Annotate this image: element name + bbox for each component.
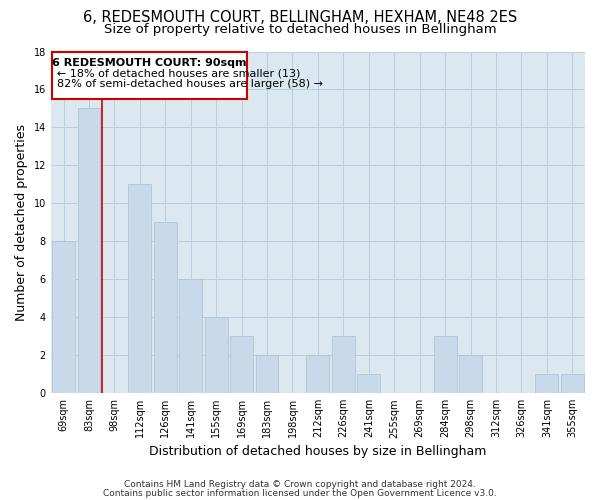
- FancyBboxPatch shape: [52, 52, 247, 99]
- Text: Size of property relative to detached houses in Bellingham: Size of property relative to detached ho…: [104, 22, 496, 36]
- Bar: [358, 374, 380, 393]
- Bar: [77, 108, 100, 393]
- Text: ← 18% of detached houses are smaller (13): ← 18% of detached houses are smaller (13…: [57, 68, 301, 78]
- Text: 6, REDESMOUTH COURT, BELLINGHAM, HEXHAM, NE48 2ES: 6, REDESMOUTH COURT, BELLINGHAM, HEXHAM,…: [83, 10, 517, 25]
- Text: Contains HM Land Registry data © Crown copyright and database right 2024.: Contains HM Land Registry data © Crown c…: [124, 480, 476, 489]
- Bar: [332, 336, 355, 393]
- Bar: [230, 336, 253, 393]
- Bar: [434, 336, 457, 393]
- Bar: [535, 374, 558, 393]
- X-axis label: Distribution of detached houses by size in Bellingham: Distribution of detached houses by size …: [149, 444, 487, 458]
- Text: 82% of semi-detached houses are larger (58) →: 82% of semi-detached houses are larger (…: [57, 79, 323, 89]
- Bar: [179, 280, 202, 393]
- Bar: [52, 242, 75, 393]
- Bar: [128, 184, 151, 393]
- Bar: [205, 318, 227, 393]
- Bar: [256, 355, 278, 393]
- Y-axis label: Number of detached properties: Number of detached properties: [15, 124, 28, 321]
- Bar: [561, 374, 584, 393]
- Bar: [307, 355, 329, 393]
- Bar: [459, 355, 482, 393]
- Bar: [154, 222, 177, 393]
- Text: 6 REDESMOUTH COURT: 90sqm: 6 REDESMOUTH COURT: 90sqm: [52, 58, 247, 68]
- Text: Contains public sector information licensed under the Open Government Licence v3: Contains public sector information licen…: [103, 488, 497, 498]
